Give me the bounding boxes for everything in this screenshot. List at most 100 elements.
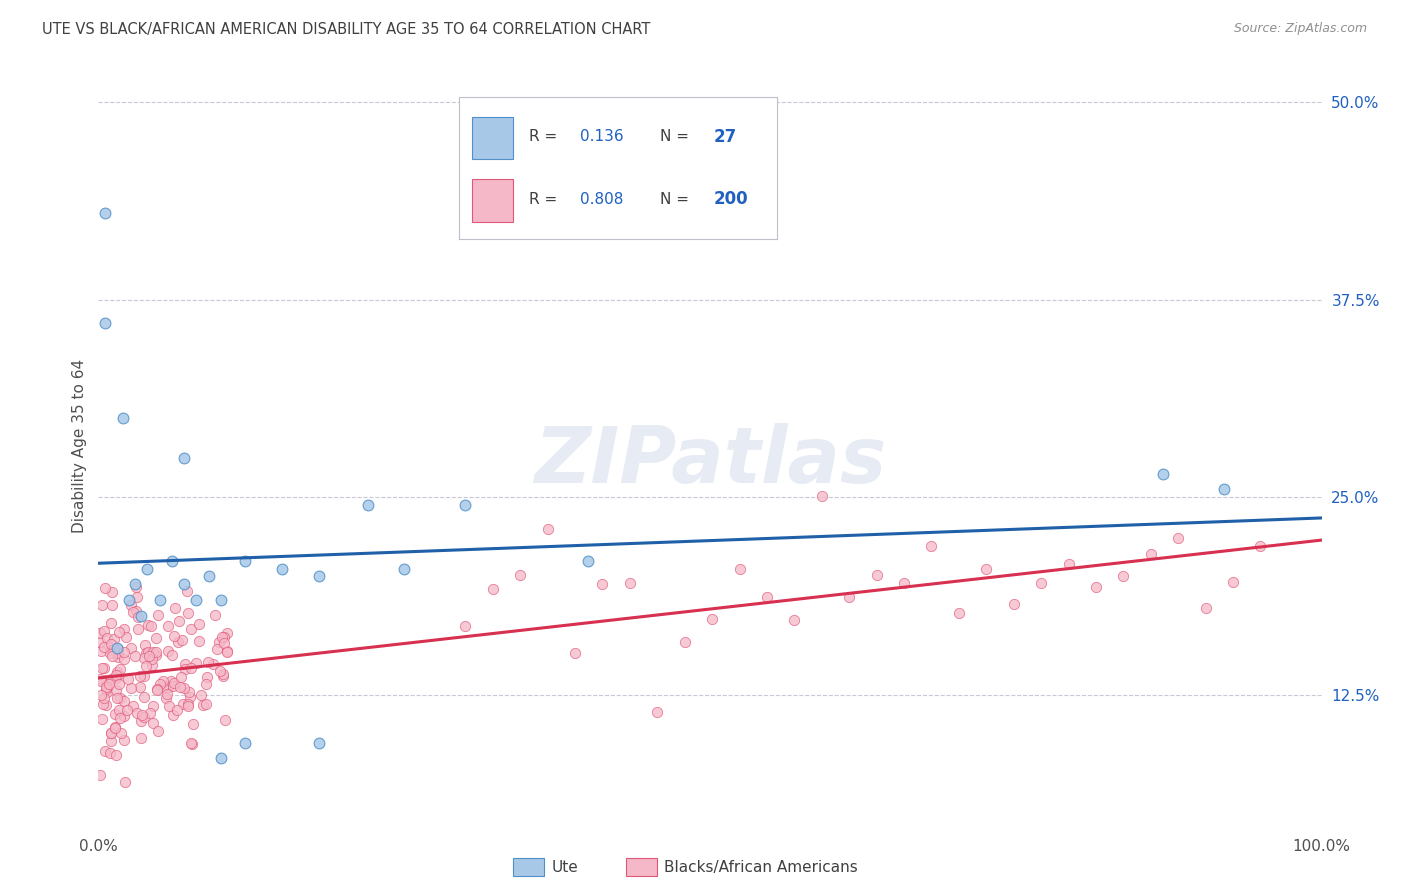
Point xyxy=(101,598,124,612)
Text: Source: ZipAtlas.com: Source: ZipAtlas.com xyxy=(1233,22,1367,36)
Point xyxy=(1002,597,1025,611)
Point xyxy=(134,638,156,652)
Text: ZIPatlas: ZIPatlas xyxy=(534,424,886,500)
Point xyxy=(1194,601,1216,615)
Point xyxy=(160,648,183,662)
Point xyxy=(108,662,131,676)
Point xyxy=(93,661,115,675)
Point xyxy=(141,657,163,672)
Point xyxy=(90,712,112,726)
Point xyxy=(98,746,121,760)
Point xyxy=(1029,575,1052,590)
Point xyxy=(89,672,111,686)
Point xyxy=(125,580,148,594)
Point xyxy=(91,660,114,674)
Point xyxy=(120,681,142,695)
Point xyxy=(162,679,184,693)
Point xyxy=(131,707,153,722)
Point xyxy=(146,682,169,697)
Point xyxy=(129,609,152,624)
Point xyxy=(920,539,942,553)
Point xyxy=(481,582,503,596)
Point xyxy=(169,680,191,694)
Point xyxy=(176,697,198,711)
Point xyxy=(139,619,162,633)
Point xyxy=(105,640,128,655)
Point xyxy=(974,562,997,576)
Point xyxy=(134,690,156,705)
Point xyxy=(187,616,209,631)
Point xyxy=(129,669,152,683)
Point xyxy=(115,703,138,717)
Point xyxy=(211,631,233,645)
Point xyxy=(114,645,136,659)
Point xyxy=(129,714,152,728)
Point xyxy=(169,614,191,628)
Point xyxy=(180,736,202,750)
Point xyxy=(156,687,179,701)
Point xyxy=(157,699,180,714)
Point xyxy=(180,622,202,636)
Point xyxy=(145,645,167,659)
Point xyxy=(209,593,232,607)
Point xyxy=(392,561,416,575)
Point xyxy=(101,648,124,663)
Point xyxy=(152,673,174,688)
Point xyxy=(89,626,111,640)
Point xyxy=(107,625,129,640)
Point xyxy=(134,710,156,724)
Point xyxy=(1222,574,1244,589)
Point xyxy=(564,646,586,660)
Point xyxy=(214,713,236,727)
Point xyxy=(100,642,122,657)
Point xyxy=(197,569,219,583)
Point xyxy=(308,569,330,583)
Point xyxy=(100,726,122,740)
Point xyxy=(97,677,120,691)
Point xyxy=(156,618,179,632)
Point xyxy=(105,665,128,679)
Point xyxy=(645,705,668,719)
Point xyxy=(127,706,149,720)
Point xyxy=(117,672,139,686)
Point xyxy=(100,725,122,739)
Point xyxy=(673,635,696,649)
Point xyxy=(204,608,226,623)
Point xyxy=(112,709,135,723)
Point xyxy=(728,562,751,576)
Point xyxy=(104,706,127,721)
Point xyxy=(108,677,131,691)
Point xyxy=(107,667,129,681)
Point xyxy=(202,657,225,672)
Point xyxy=(120,641,142,656)
Point xyxy=(233,554,256,568)
Point xyxy=(105,690,128,705)
Point xyxy=(94,744,117,758)
Point xyxy=(217,626,239,640)
Point xyxy=(93,690,115,705)
Point xyxy=(104,748,127,763)
Point xyxy=(93,317,115,331)
Point xyxy=(270,561,294,575)
Point xyxy=(233,735,256,749)
Point xyxy=(212,666,235,681)
Point xyxy=(98,646,121,660)
Point xyxy=(173,662,195,676)
Point xyxy=(93,697,115,711)
Point xyxy=(136,645,159,659)
Point xyxy=(180,660,202,674)
Point xyxy=(104,683,127,698)
Point xyxy=(1152,467,1174,481)
Point xyxy=(90,688,112,702)
Text: Ute: Ute xyxy=(551,860,578,874)
Point xyxy=(454,498,477,512)
Point xyxy=(104,671,127,685)
Point xyxy=(136,561,159,575)
Point xyxy=(893,576,915,591)
Point xyxy=(127,591,149,605)
Point xyxy=(96,631,118,645)
Point xyxy=(96,681,118,695)
Point xyxy=(193,698,215,712)
Point xyxy=(186,593,208,607)
Point xyxy=(157,680,180,694)
